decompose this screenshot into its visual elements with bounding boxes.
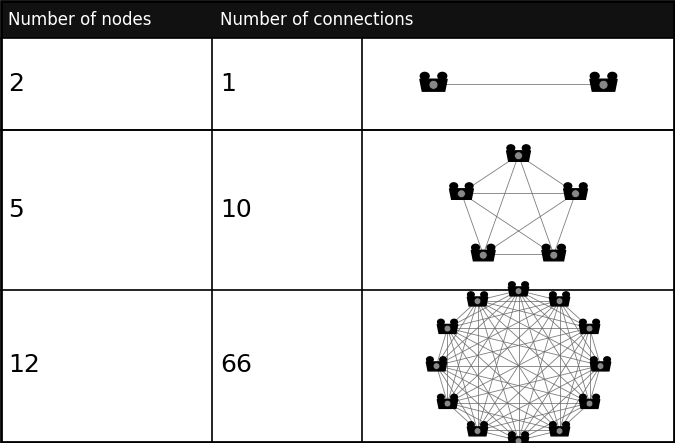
Circle shape [586, 400, 593, 407]
Ellipse shape [440, 357, 446, 362]
Polygon shape [579, 324, 599, 334]
Polygon shape [467, 427, 488, 436]
Ellipse shape [450, 183, 458, 189]
Polygon shape [579, 400, 599, 408]
Circle shape [556, 427, 563, 435]
Polygon shape [590, 79, 617, 91]
Circle shape [556, 298, 563, 304]
Ellipse shape [522, 432, 529, 437]
Ellipse shape [468, 292, 475, 297]
Ellipse shape [591, 72, 599, 80]
Ellipse shape [421, 72, 429, 80]
Bar [1, 1, 674, 38]
Ellipse shape [593, 319, 599, 325]
Ellipse shape [563, 422, 570, 427]
Text: 12: 12 [8, 354, 40, 377]
Polygon shape [437, 324, 458, 334]
Circle shape [586, 325, 593, 332]
Circle shape [474, 427, 481, 435]
Ellipse shape [522, 145, 530, 151]
Ellipse shape [580, 319, 586, 325]
Ellipse shape [472, 245, 479, 251]
Ellipse shape [604, 357, 610, 362]
Circle shape [479, 251, 487, 259]
Polygon shape [508, 437, 529, 443]
Polygon shape [542, 250, 566, 261]
Ellipse shape [549, 422, 556, 427]
Polygon shape [549, 297, 570, 306]
Ellipse shape [451, 319, 458, 325]
Ellipse shape [608, 72, 617, 80]
Ellipse shape [564, 183, 572, 189]
Polygon shape [471, 250, 495, 261]
Circle shape [429, 80, 438, 89]
Ellipse shape [465, 183, 473, 189]
Text: Number of connections: Number of connections [220, 11, 414, 28]
Ellipse shape [438, 72, 447, 80]
Ellipse shape [508, 282, 515, 287]
Ellipse shape [593, 394, 599, 400]
Circle shape [597, 363, 604, 369]
Ellipse shape [481, 422, 487, 427]
Polygon shape [437, 400, 458, 408]
Ellipse shape [487, 245, 495, 251]
Ellipse shape [481, 292, 487, 297]
Text: Number of nodes: Number of nodes [8, 11, 151, 28]
Circle shape [514, 152, 522, 159]
Polygon shape [420, 79, 447, 91]
Ellipse shape [427, 357, 433, 362]
Ellipse shape [549, 292, 556, 297]
Ellipse shape [508, 432, 515, 437]
Circle shape [433, 363, 440, 369]
Ellipse shape [468, 422, 475, 427]
Circle shape [444, 400, 451, 407]
Ellipse shape [451, 394, 458, 400]
Circle shape [444, 325, 451, 332]
Circle shape [515, 438, 522, 443]
Polygon shape [507, 151, 531, 161]
Circle shape [599, 80, 608, 89]
Text: 1: 1 [220, 72, 236, 96]
Text: 66: 66 [220, 354, 252, 377]
Ellipse shape [542, 245, 550, 251]
Text: 2: 2 [8, 72, 24, 96]
Polygon shape [549, 427, 570, 436]
Ellipse shape [558, 245, 566, 251]
Circle shape [458, 190, 465, 198]
Ellipse shape [579, 183, 587, 189]
Ellipse shape [437, 394, 444, 400]
Text: 10: 10 [220, 198, 252, 222]
Ellipse shape [437, 319, 444, 325]
Circle shape [474, 298, 481, 304]
Polygon shape [450, 189, 473, 199]
Polygon shape [591, 362, 611, 371]
Ellipse shape [522, 282, 529, 287]
Circle shape [515, 288, 522, 295]
Ellipse shape [563, 292, 570, 297]
Polygon shape [427, 362, 447, 371]
Polygon shape [467, 297, 488, 306]
Ellipse shape [591, 357, 597, 362]
Ellipse shape [580, 394, 586, 400]
Text: 5: 5 [8, 198, 24, 222]
Circle shape [572, 190, 579, 198]
Ellipse shape [507, 145, 514, 151]
Polygon shape [508, 287, 529, 296]
Polygon shape [564, 189, 587, 199]
Circle shape [550, 251, 558, 259]
